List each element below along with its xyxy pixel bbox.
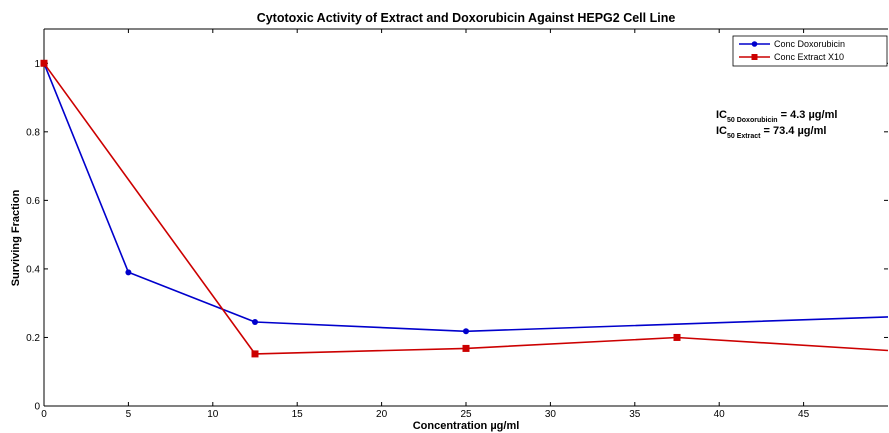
ic50-extract-annotation: IC50 Extract = 73.4 µg/ml [716,125,826,140]
series-line-conc-extract-x10 [43,62,889,355]
data-point-conc-extract-x10 [462,344,470,352]
x-tick-label: 15 [292,409,304,420]
series-layer [40,59,889,358]
x-tick-label: 25 [460,409,472,420]
x-tick-label: 0 [41,409,47,420]
y-tick-label: 0.8 [26,127,40,138]
x-tick-label: 45 [798,409,810,420]
data-point-conc-extract-x10 [251,350,259,358]
x-axis-title: Concentration µg/ml [413,420,520,432]
x-tick-label: 10 [207,409,219,420]
series-line-conc-doxorubicin [43,63,889,333]
x-tick-label: 40 [714,409,726,420]
data-point-conc-extract-x10 [40,59,48,67]
y-tick-label: 0.2 [26,333,40,344]
y-tick-label: 0.4 [26,264,40,275]
legend-marker-conc-doxorubicin [751,41,758,47]
data-point-conc-doxorubicin [125,269,132,276]
y-axis-title: Surviving Fraction [10,189,22,286]
x-tick-label: 5 [126,409,132,420]
data-point-conc-doxorubicin [463,328,469,335]
x-tick-label: 20 [376,409,388,420]
x-tick-label: 30 [545,409,557,420]
axes: 0 5 10 15 20 25 30 35 40 45 0 0.2 0.4 0.6 0.8 1 [26,28,888,420]
chart-title: Cytotoxic Activity of Extract and Doxoru… [257,11,676,25]
legend: Conc Doxorubicin Conc Extract X10 [732,35,888,67]
y-tick-label: 0 [34,402,40,413]
legend-box [732,35,888,67]
y-tick-label: 1 [34,59,40,70]
ic50-doxorubicin-annotation: IC50 Doxorubicin = 4.3 µg/ml [716,109,837,124]
data-point-conc-extract-x10 [673,333,681,341]
legend-label-conc-extract-x10: Conc Extract X10 [774,52,844,62]
legend-marker-conc-extract-x10 [751,54,758,60]
x-tick-label: 35 [629,409,641,420]
legend-label-conc-doxorubicin: Conc Doxorubicin [774,39,845,49]
data-point-conc-doxorubicin [252,319,258,326]
y-tick-label: 0.6 [26,196,40,207]
annotations: IC50 Doxorubicin = 4.3 µg/ml IC50 Extrac… [716,109,837,140]
